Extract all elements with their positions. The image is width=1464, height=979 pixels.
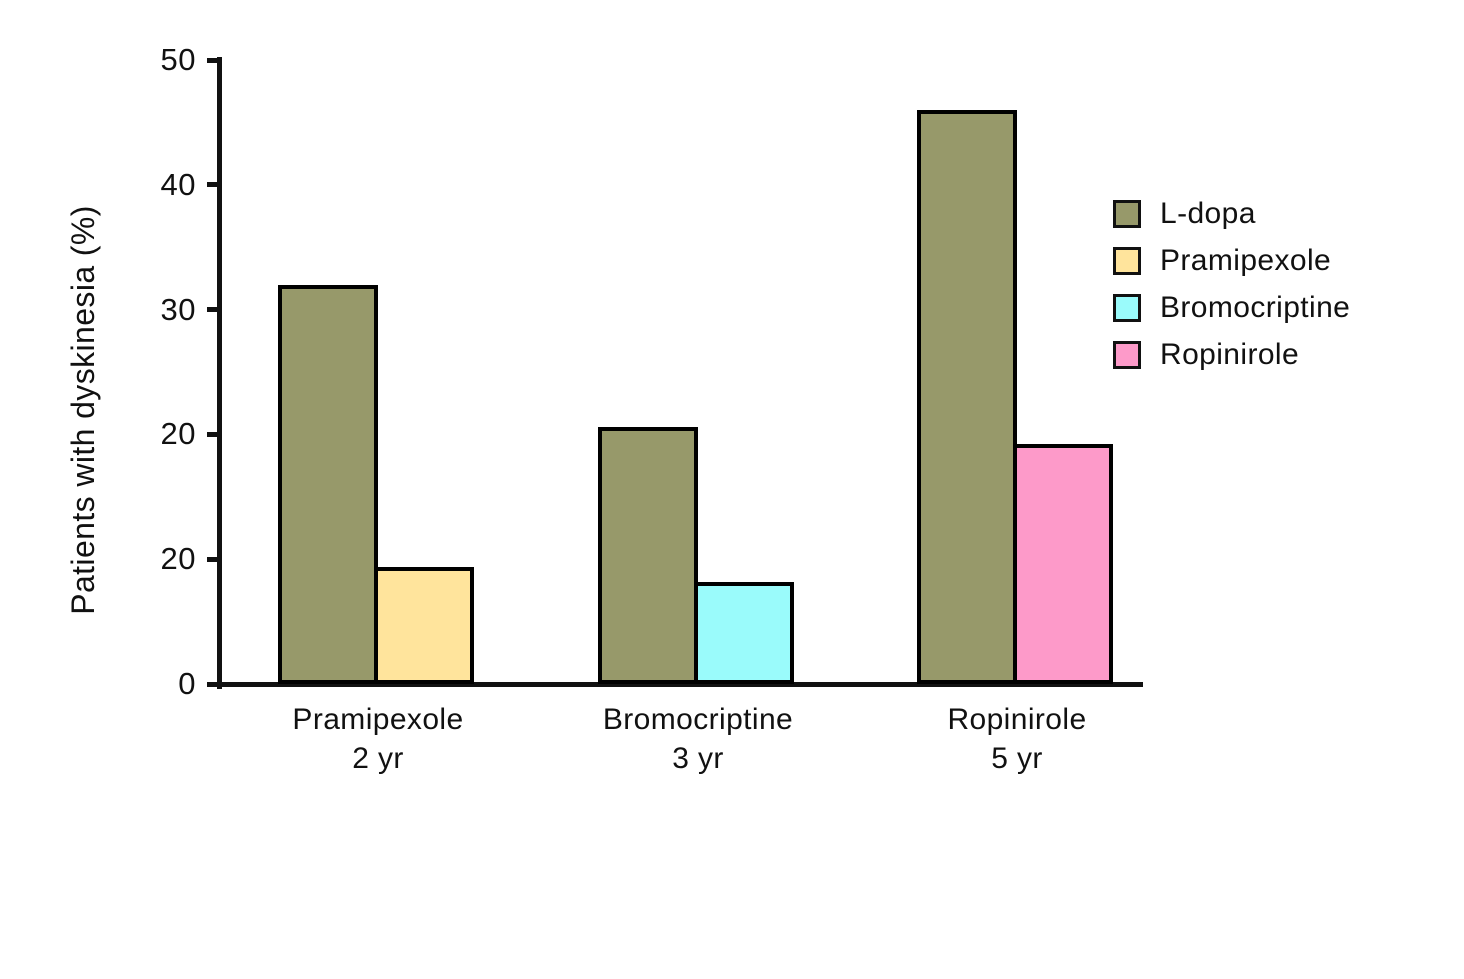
legend-item-l-dopa: L-dopa [1113,197,1350,230]
x-group-label-pramipexole: Pramipexole 2 yr [228,700,528,778]
bar-l-dopa-pramipexole-2-yr [278,285,378,684]
x-group-label-ropinirole: Ropinirole 5 yr [867,700,1167,778]
y-tick [207,681,222,687]
y-tick-label: 50 [160,42,196,77]
legend-item-ropinirole: Ropinirole [1113,338,1350,371]
bar-ropinirole-ropinirole-5-yr [1013,444,1113,684]
legend: L-dopa Pramipexole Bromocriptine Ropinirole [1113,197,1351,388]
legend-item-pramipexole: Pramipexole [1113,244,1350,277]
bar-pramipexole-pramipexole-2-yr [374,567,474,684]
legend-swatch-bromocriptine [1113,294,1141,322]
x-group-label-drug: Pramipexole [292,703,464,736]
legend-item-bromocriptine: Bromocriptine [1113,291,1351,324]
y-tick [207,57,222,63]
legend-label: Ropinirole [1160,338,1300,371]
x-group-label-duration: 3 yr [672,742,724,775]
y-tick-label: 40 [160,166,196,202]
y-tick-label: 20 [160,416,196,452]
y-tick [207,431,222,437]
y-tick [207,307,222,313]
x-group-label-bromocriptine: Bromocriptine 3 yr [548,700,848,778]
y-tick-label: 30 [160,291,196,327]
plot-area: 0 20 20 30 40 50 Pramipexole 2 yr Bromocriptine 3… [161,42,1143,775]
legend-label: Pramipexole [1160,244,1332,277]
x-group-label-duration: 2 yr [352,742,404,775]
legend-swatch-l-dopa [1113,200,1141,228]
x-axis-line [207,682,1143,687]
y-tick [207,556,222,562]
x-group-label-drug: Bromocriptine [602,703,794,736]
legend-label: Bromocriptine [1160,291,1351,324]
y-axis-line [217,57,222,689]
bar-l-dopa-ropinirole-5-yr [917,110,1017,684]
x-group-label-duration: 5 yr [991,742,1043,775]
x-group-label-drug: Ropinirole [947,703,1087,736]
legend-label: L-dopa [1160,197,1256,230]
bar-l-dopa-bromocriptine-3-yr [598,427,698,684]
legend-swatch-ropinirole [1113,341,1141,369]
y-tick [207,182,222,188]
y-axis-title: Patients with dyskinesia (%) [65,205,101,615]
y-tick-label: 0 [178,666,196,701]
bar-bromocriptine-bromocriptine-3-yr [694,582,794,684]
legend-swatch-pramipexole [1113,247,1141,275]
y-tick-label: 20 [160,541,196,577]
